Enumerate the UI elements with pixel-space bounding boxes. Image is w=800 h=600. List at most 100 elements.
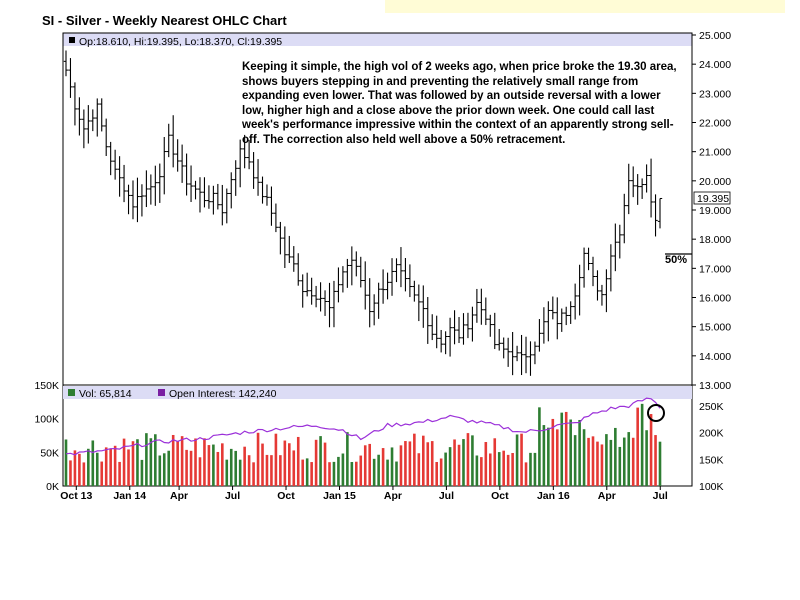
volume-bar [216,451,220,486]
price-bar [193,180,198,200]
price-bar [153,165,158,206]
volume-bar [395,461,398,486]
volume-bar [154,434,157,486]
ohlc-swatch [69,37,75,43]
price-bar [251,152,256,189]
price-bar [380,269,386,304]
volume-bar [265,454,269,486]
volume-bar [578,419,581,486]
price-bar [523,336,529,374]
volume-bar [162,453,166,486]
price-bar [564,306,569,326]
volume-bar [386,459,389,486]
price-bar [595,270,600,301]
price-bar [505,337,511,367]
x-tick-label: Jul [225,490,240,502]
price-bar [130,180,136,220]
price-bar [461,313,466,345]
volume-bar [488,453,492,486]
price-bar [237,139,243,188]
price-bar [215,183,221,210]
volume-bar [368,443,371,486]
price-bar [144,170,149,208]
volume-bar [337,456,340,486]
price-bar [412,280,417,302]
price-bar [211,185,216,215]
price-bar [318,282,323,312]
price-bar [313,285,319,308]
volume-bar [404,441,407,486]
volume-bar [95,452,99,486]
analysis-annotation: Keeping it simple, the high vol of 2 wee… [242,61,677,146]
price-bar [331,280,337,328]
volume-bar [314,439,318,486]
volume-bar [560,412,564,486]
price-bar [541,307,547,344]
price-bar [398,247,404,288]
y-tick-label: 15.000 [699,322,731,334]
price-bar [617,224,623,259]
volume-bar [73,450,77,486]
volume-bar [131,441,135,486]
volume-bar [551,418,555,486]
volume-bar [511,452,514,486]
volume-bar [381,448,385,486]
price-bar [635,174,640,205]
volume-bar [587,437,590,486]
price-bar [492,312,497,350]
volume-bar [524,462,528,486]
volume-bar [520,433,523,486]
vol-tick-label: 100K [34,414,59,426]
price-bar [255,159,261,196]
price-bar [188,165,194,202]
last-price-tag [693,191,731,205]
price-bar [394,258,399,283]
volume-bar [515,434,519,486]
oi-tick-label: 200K [699,428,724,440]
volume-axis-left: 150K 100K 50K 0K [34,380,59,493]
volume-bar [319,436,322,486]
price-bar [309,277,314,305]
volume-bar [221,443,224,486]
y-tick-label: 20.000 [699,176,731,188]
price-bar [336,267,341,303]
x-tick-label: Oct 13 [60,490,92,502]
price-bar [95,98,100,137]
price-bar [389,258,395,296]
price-bar [519,334,524,376]
volume-bar [305,458,309,486]
volume-bar [247,455,251,486]
volume-bar [145,433,148,486]
volume-bar [292,450,296,486]
volume-bar [605,434,608,486]
volume-bar [212,444,215,486]
price-bar [278,221,283,255]
volume-bar [78,453,81,486]
x-tick-label: Jul [439,490,454,502]
y-tick-label: 17.000 [699,263,731,275]
price-bar [648,158,654,218]
y-tick-label: 13.000 [699,380,731,392]
retracement-label: 50% [665,254,688,266]
volume-bar [234,450,238,486]
price-bar [358,256,363,288]
price-bar [322,290,328,316]
oi-tick-label: 100K [699,481,724,493]
volume-bar [444,452,447,486]
volume-bar [180,436,184,486]
volume-bar [158,455,162,486]
price-bar [550,296,556,320]
open-interest-line [65,397,661,456]
price-bar [568,301,573,324]
price-bar [653,194,658,237]
price-bar [479,288,484,325]
volume-bar [533,452,537,486]
price-bar [68,58,73,98]
price-bar [425,297,430,344]
volume-bar [301,459,305,486]
volume-bar [198,457,202,486]
volume-bar [573,435,577,486]
volume-bar [207,445,211,486]
price-bar [340,266,346,293]
